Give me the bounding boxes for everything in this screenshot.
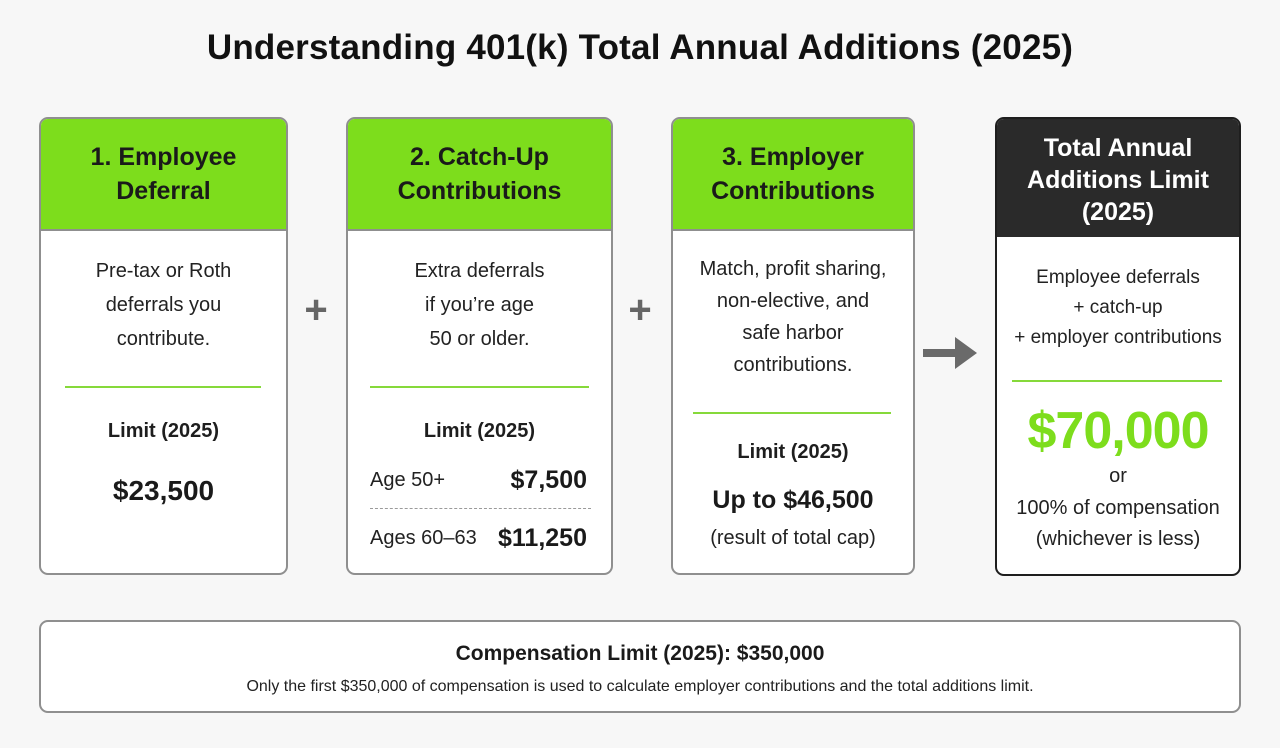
- description-line: safe harbor: [742, 322, 844, 344]
- row-label: Age 50+: [370, 468, 446, 491]
- description-line: Extra deferrals: [414, 260, 545, 282]
- description-line: contributions.: [733, 354, 853, 376]
- description-line: deferrals you: [105, 294, 222, 316]
- limit-note: (result of total cap): [710, 527, 876, 549]
- total-amount: $70,000: [1027, 402, 1210, 460]
- alternative-limit: 100% of compensation (whichever is less): [997, 493, 1239, 555]
- compensation-limit-box: Compensation Limit (2025): $350,000 Only…: [39, 620, 1241, 713]
- card-heading-line: Contributions: [711, 177, 875, 205]
- dashed-divider: [370, 508, 591, 509]
- plus-operator: +: [304, 288, 328, 332]
- row-value: $7,500: [510, 465, 587, 494]
- card-heading-line: 1. Employee: [90, 143, 237, 171]
- card-heading-line: Deferral: [116, 177, 211, 205]
- footer-text: Only the first $350,000 of compensation …: [246, 678, 1034, 695]
- footer-title: Compensation Limit (2025): $350,000: [455, 642, 825, 665]
- alternative-line: 100% of compensation: [1016, 497, 1220, 519]
- limit-label: Limit (2025): [737, 441, 849, 463]
- or-label: or: [1109, 465, 1127, 487]
- divider: [693, 412, 891, 414]
- total-heading-line: Additions Limit: [1027, 166, 1209, 194]
- description-line: non-elective, and: [716, 290, 870, 312]
- card-heading-line: Contributions: [397, 177, 562, 205]
- limit-row-age-50: Age 50+ $7,500: [370, 463, 587, 497]
- description-line: contribute.: [116, 328, 211, 350]
- total-heading: Total Annual Additions Limit (2025): [997, 119, 1239, 237]
- limit-label: Limit (2025): [423, 420, 536, 442]
- divider: [65, 386, 261, 388]
- description-line: Pre-tax or Roth: [95, 260, 232, 282]
- row-value: $11,250: [498, 523, 587, 552]
- description-line: Match, profit sharing,: [699, 258, 887, 280]
- card-heading-line: 3. Employer: [722, 143, 864, 171]
- total-heading-line: (2025): [1081, 198, 1155, 226]
- divider: [1012, 380, 1222, 382]
- card-heading: 3. Employer Contributions: [673, 119, 913, 231]
- limit-value: Up to $46,500: [712, 486, 874, 514]
- alternative-line: (whichever is less): [1035, 528, 1201, 550]
- card-heading: 2. Catch-Up Contributions: [348, 119, 611, 231]
- page-title: Understanding 401(k) Total Annual Additi…: [206, 28, 1074, 67]
- employee-deferral-card: 1. Employee Deferral Pre-tax or Roth def…: [39, 117, 288, 575]
- description-line: 50 or older.: [429, 328, 530, 350]
- description-line: + catch-up: [1073, 297, 1163, 318]
- limit-value: $23,500: [112, 475, 215, 506]
- card-heading-line: 2. Catch-Up: [410, 143, 549, 171]
- description-line: + employer contributions: [1014, 327, 1222, 348]
- card-description: Match, profit sharing, non-elective, and…: [673, 253, 913, 381]
- card-heading: 1. Employee Deferral: [41, 119, 286, 231]
- divider: [370, 386, 589, 388]
- right-arrow-icon: [923, 337, 977, 369]
- plus-operator: +: [628, 288, 652, 332]
- description-line: if you’re age: [425, 294, 534, 316]
- description-line: Employee deferrals: [1036, 267, 1200, 288]
- card-description: Pre-tax or Roth deferrals you contribute…: [41, 254, 286, 356]
- row-label: Ages 60–63: [370, 526, 477, 549]
- employer-contributions-card: 3. Employer Contributions Match, profit …: [671, 117, 915, 575]
- card-description: Extra deferrals if you’re age 50 or olde…: [348, 254, 611, 356]
- total-description: Employee deferrals + catch-up + employer…: [997, 263, 1239, 353]
- limit-label: Limit (2025): [107, 420, 220, 442]
- total-heading-line: Total Annual: [1043, 134, 1193, 162]
- total-annual-additions-card: Total Annual Additions Limit (2025) Empl…: [995, 117, 1241, 576]
- catch-up-contributions-card: 2. Catch-Up Contributions Extra deferral…: [346, 117, 613, 575]
- limit-row-ages-60-63: Ages 60–63 $11,250: [370, 521, 587, 555]
